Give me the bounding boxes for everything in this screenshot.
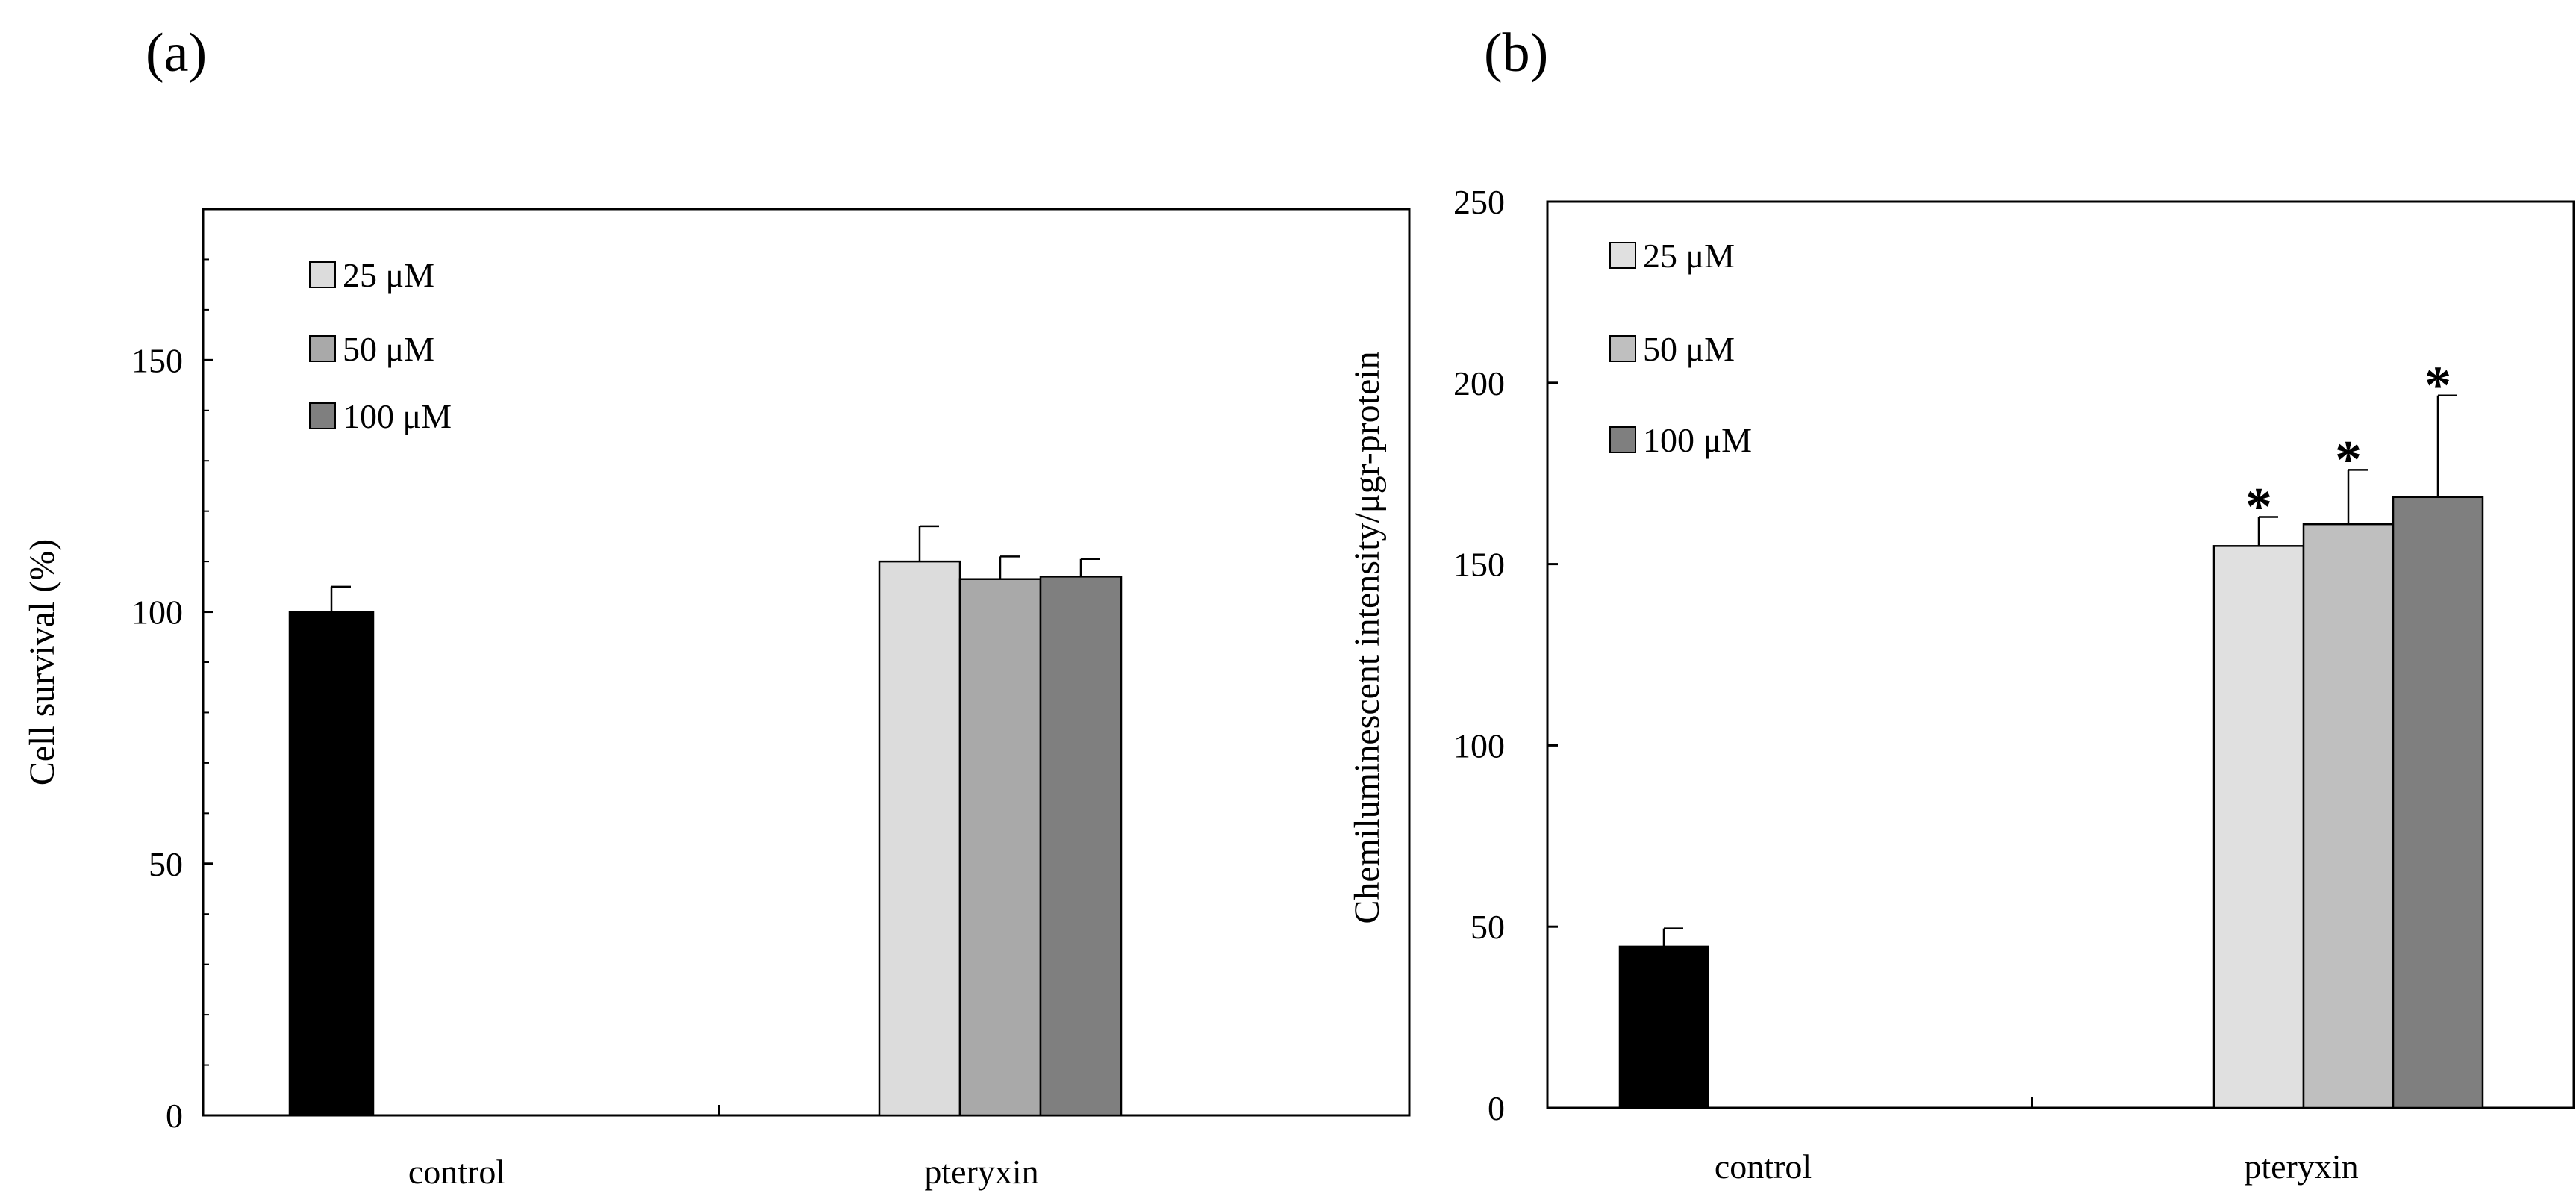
panel-b-label: (b) (1484, 22, 1548, 84)
y-tick-label: 0 (1488, 1089, 1505, 1127)
y-tick-label: 50 (149, 845, 183, 883)
bar-pteryxin-1 (878, 560, 961, 1117)
legend-swatch (309, 402, 336, 429)
legend-swatch (1609, 335, 1636, 362)
y-tick-label: 50 (1471, 908, 1505, 946)
legend-swatch (1609, 426, 1636, 453)
legend-label: 25 μM (1643, 237, 1735, 275)
bar-pteryxin-1 (2212, 545, 2305, 1109)
legend-label: 100 μM (1643, 421, 1752, 459)
y-tick-label: 100 (1453, 726, 1505, 764)
y-tick-label: 150 (1453, 546, 1505, 584)
panel-a-label: (a) (146, 22, 207, 84)
y-axis-title: Chemiluminescent intensity/μgr-protein (1347, 351, 1387, 924)
y-tick-label: 250 (1453, 183, 1505, 221)
legend-label: 100 μM (343, 397, 452, 435)
legend-swatch (309, 261, 336, 288)
x-category-label: pteryxin (2244, 1147, 2358, 1186)
bar-control (288, 611, 375, 1117)
legend-label: 25 μM (343, 256, 434, 294)
legend-swatch (1609, 242, 1636, 269)
bar-control (1618, 945, 1709, 1109)
x-category-label: pteryxin (924, 1153, 1038, 1191)
y-tick-label: 150 (131, 341, 183, 379)
legend-swatch (309, 335, 336, 362)
chart-cell-survival: 0 50 100 150 Cell survival (%) control pteryxi… (22, 208, 1411, 1191)
significance-star: * (2335, 429, 2362, 489)
y-tick-label: 0 (166, 1097, 183, 1135)
y-tick-label: 100 (131, 594, 183, 632)
x-category-label: control (1715, 1147, 1812, 1186)
plot-frame (1546, 200, 2575, 1109)
bar-pteryxin-2 (958, 578, 1042, 1117)
y-axis-title: Cell survival (%) (22, 539, 62, 786)
legend-label: 50 μM (343, 330, 434, 368)
significance-star: * (2245, 476, 2272, 536)
significance-star: * (2424, 355, 2451, 415)
bar-pteryxin-3 (1039, 576, 1123, 1117)
legend-label: 50 μM (1643, 330, 1735, 368)
y-tick-label: 200 (1453, 364, 1505, 402)
x-category-label: control (408, 1153, 505, 1191)
bar-pteryxin-3 (2392, 496, 2484, 1109)
chart-chemiluminescence: 0 50 100 150 200 250 Chemiluminescent intensit… (1347, 183, 2575, 1186)
bar-pteryxin-2 (2302, 523, 2395, 1109)
